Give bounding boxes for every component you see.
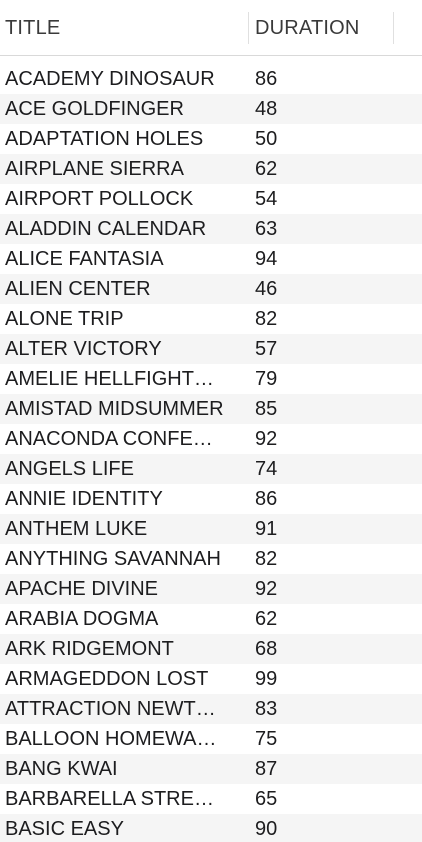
cell-duration[interactable]: 82 (255, 548, 278, 570)
cell-title[interactable]: ALTER VICTORY (5, 338, 162, 360)
cell-duration[interactable]: 94 (255, 248, 278, 270)
table-row[interactable]: AMELIE HELLFIGHT… 79 (0, 364, 422, 394)
cell-title[interactable]: ARK RIDGEMONT (5, 638, 174, 660)
cell-duration[interactable]: 99 (255, 668, 278, 690)
cell-title[interactable]: AMISTAD MIDSUMMER (5, 398, 224, 420)
table-row[interactable]: ALICE FANTASIA 94 (0, 244, 422, 274)
table-row[interactable]: AIRPORT POLLOCK 54 (0, 184, 422, 214)
cell-duration[interactable]: 85 (255, 398, 278, 420)
table-row[interactable]: AIRPLANE SIERRA 62 (0, 154, 422, 184)
cell-title[interactable]: ALONE TRIP (5, 308, 124, 330)
table-row[interactable]: ACE GOLDFINGER 48 (0, 94, 422, 124)
cell-duration[interactable]: 62 (255, 608, 278, 630)
cell-title[interactable]: ANYTHING SAVANNAH (5, 548, 221, 570)
cell-duration[interactable]: 86 (255, 68, 278, 90)
table-row[interactable]: ALADDIN CALENDAR 63 (0, 214, 422, 244)
cell-duration[interactable]: 92 (255, 578, 278, 600)
cell-title[interactable]: BARBARELLA STRE… (5, 788, 214, 810)
cell-duration[interactable]: 75 (255, 728, 278, 750)
table-row[interactable]: ATTRACTION NEWT… 83 (0, 694, 422, 724)
cell-duration[interactable]: 79 (255, 368, 278, 390)
table-row[interactable]: ANGELS LIFE 74 (0, 454, 422, 484)
table-row[interactable]: BASIC EASY 90 (0, 814, 422, 842)
cell-title[interactable]: AIRPLANE SIERRA (5, 158, 184, 180)
cell-duration[interactable]: 82 (255, 308, 278, 330)
table-row[interactable]: ANTHEM LUKE 91 (0, 514, 422, 544)
cell-duration[interactable]: 65 (255, 788, 278, 810)
table-row[interactable]: AMISTAD MIDSUMMER 85 (0, 394, 422, 424)
table-row[interactable]: BARBARELLA STRE… 65 (0, 784, 422, 814)
table-body: ACADEMY DINOSAUR 86 ACE GOLDFINGER 48 ADAPTA… (0, 64, 422, 842)
cell-title[interactable]: BANG KWAI (5, 758, 118, 780)
table-row[interactable]: ANACONDA CONFE… 92 (0, 424, 422, 454)
cell-duration[interactable]: 86 (255, 488, 278, 510)
cell-title[interactable]: APACHE DIVINE (5, 578, 158, 600)
table-row[interactable]: ACADEMY DINOSAUR 86 (0, 64, 422, 94)
cell-title[interactable]: ACADEMY DINOSAUR (5, 68, 215, 90)
table-row[interactable]: ANYTHING SAVANNAH 82 (0, 544, 422, 574)
cell-title[interactable]: ALIEN CENTER (5, 278, 151, 300)
table-row[interactable]: ARMAGEDDON LOST 99 (0, 664, 422, 694)
cell-title[interactable]: ALICE FANTASIA (5, 248, 164, 270)
table-row[interactable]: ALONE TRIP 82 (0, 304, 422, 334)
cell-duration[interactable]: 63 (255, 218, 278, 240)
cell-duration[interactable]: 83 (255, 698, 278, 720)
cell-title[interactable]: ALADDIN CALENDAR (5, 218, 207, 240)
column-header-title[interactable]: TITLE (5, 17, 61, 39)
cell-duration[interactable]: 50 (255, 128, 278, 150)
column-resize-handle-duration[interactable] (393, 12, 394, 44)
table-row[interactable]: BALLOON HOMEWA… 75 (0, 724, 422, 754)
cell-duration[interactable]: 57 (255, 338, 278, 360)
cell-duration[interactable]: 90 (255, 818, 278, 840)
cell-title[interactable]: BALLOON HOMEWA… (5, 728, 217, 750)
cell-title[interactable]: AIRPORT POLLOCK (5, 188, 194, 210)
table-row[interactable]: ARK RIDGEMONT 68 (0, 634, 422, 664)
cell-title[interactable]: ANACONDA CONFE… (5, 428, 213, 450)
cell-title[interactable]: ARMAGEDDON LOST (5, 668, 209, 690)
table-row[interactable]: ADAPTATION HOLES 50 (0, 124, 422, 154)
cell-duration[interactable]: 91 (255, 518, 278, 540)
table-row[interactable]: ALTER VICTORY 57 (0, 334, 422, 364)
cell-duration[interactable]: 62 (255, 158, 278, 180)
column-header-duration[interactable]: DURATION (255, 17, 360, 39)
cell-title[interactable]: ATTRACTION NEWT… (5, 698, 216, 720)
cell-title[interactable]: ACE GOLDFINGER (5, 98, 184, 120)
cell-title[interactable]: ANNIE IDENTITY (5, 488, 163, 510)
cell-title[interactable]: BASIC EASY (5, 818, 124, 840)
cell-duration[interactable]: 87 (255, 758, 278, 780)
table-row[interactable]: ARABIA DOGMA 62 (0, 604, 422, 634)
cell-title[interactable]: ANGELS LIFE (5, 458, 134, 480)
cell-duration[interactable]: 74 (255, 458, 278, 480)
table-row[interactable]: APACHE DIVINE 92 (0, 574, 422, 604)
cell-duration[interactable]: 92 (255, 428, 278, 450)
cell-title[interactable]: ADAPTATION HOLES (5, 128, 204, 150)
cell-duration[interactable]: 46 (255, 278, 278, 300)
cell-title[interactable]: ARABIA DOGMA (5, 608, 159, 630)
table-row[interactable]: ALIEN CENTER 46 (0, 274, 422, 304)
cell-duration[interactable]: 54 (255, 188, 278, 210)
cell-title[interactable]: ANTHEM LUKE (5, 518, 148, 540)
column-resize-handle-title[interactable] (248, 12, 249, 44)
cell-duration[interactable]: 68 (255, 638, 278, 660)
cell-duration[interactable]: 48 (255, 98, 278, 120)
table-row[interactable]: BANG KWAI 87 (0, 754, 422, 784)
table-header: TITLE DURATION (0, 0, 422, 56)
cell-title[interactable]: AMELIE HELLFIGHT… (5, 368, 214, 390)
table-row[interactable]: ANNIE IDENTITY 86 (0, 484, 422, 514)
